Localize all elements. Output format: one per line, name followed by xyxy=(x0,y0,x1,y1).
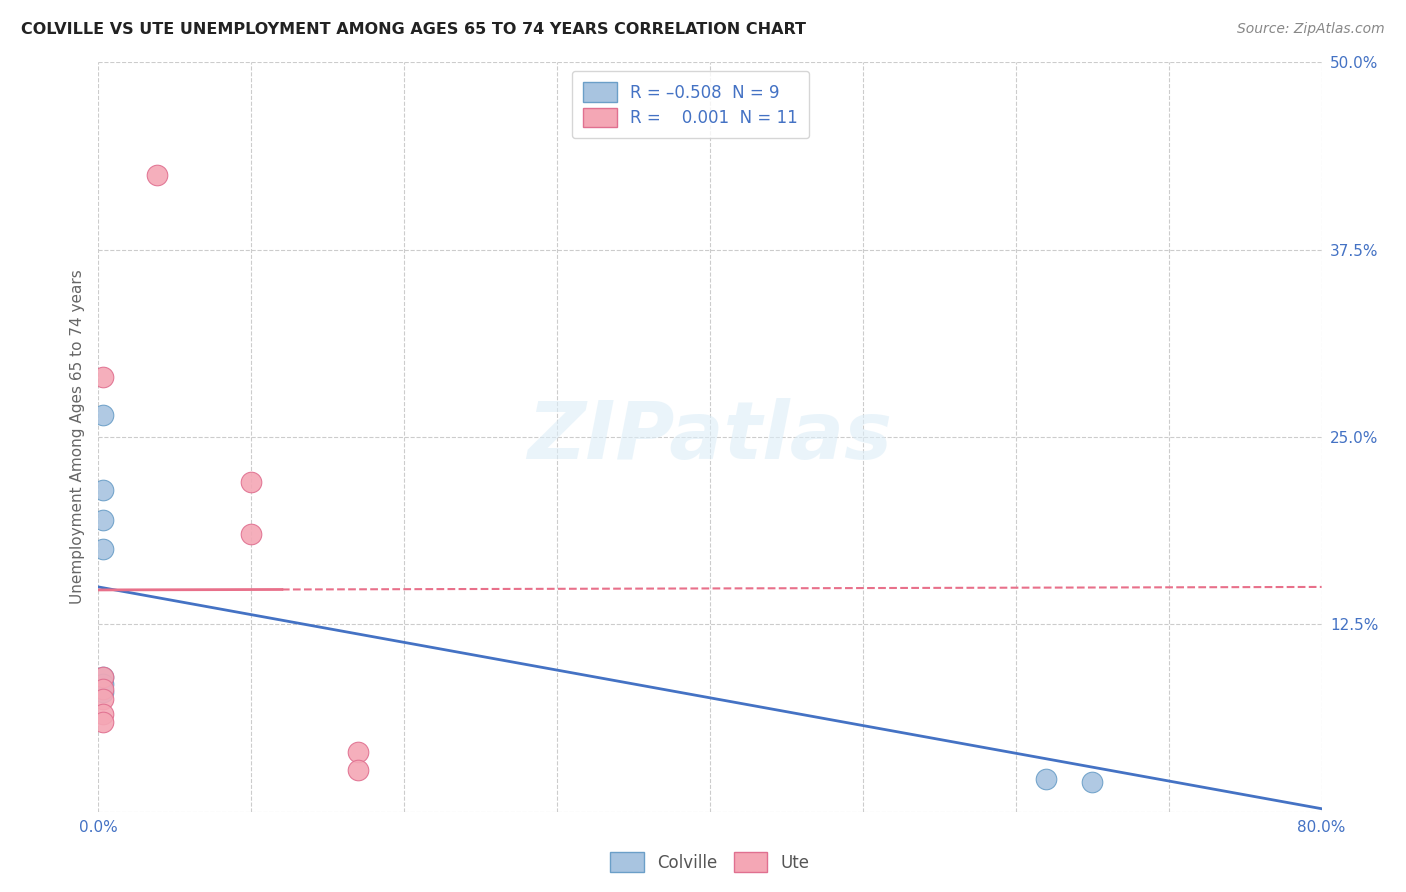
Point xyxy=(240,527,263,541)
Point xyxy=(145,168,167,182)
Point xyxy=(91,483,114,497)
Point xyxy=(1081,774,1104,789)
Text: Source: ZipAtlas.com: Source: ZipAtlas.com xyxy=(1237,22,1385,37)
Point xyxy=(91,542,114,557)
Point xyxy=(91,707,114,722)
Point xyxy=(91,692,114,706)
Text: ZIPatlas: ZIPatlas xyxy=(527,398,893,476)
Y-axis label: Unemployment Among Ages 65 to 74 years: Unemployment Among Ages 65 to 74 years xyxy=(69,269,84,605)
Point xyxy=(91,670,114,684)
Point xyxy=(347,745,370,759)
Point xyxy=(91,681,114,696)
Point xyxy=(91,670,114,684)
Text: COLVILLE VS UTE UNEMPLOYMENT AMONG AGES 65 TO 74 YEARS CORRELATION CHART: COLVILLE VS UTE UNEMPLOYMENT AMONG AGES … xyxy=(21,22,806,37)
Legend: Colville, Ute: Colville, Ute xyxy=(603,846,817,879)
Point xyxy=(91,512,114,526)
Point xyxy=(91,408,114,422)
Point xyxy=(240,475,263,489)
Point xyxy=(91,677,114,691)
Point xyxy=(1035,772,1057,786)
Point xyxy=(91,685,114,699)
Point xyxy=(347,763,370,777)
Point xyxy=(91,370,114,384)
Point xyxy=(91,714,114,729)
